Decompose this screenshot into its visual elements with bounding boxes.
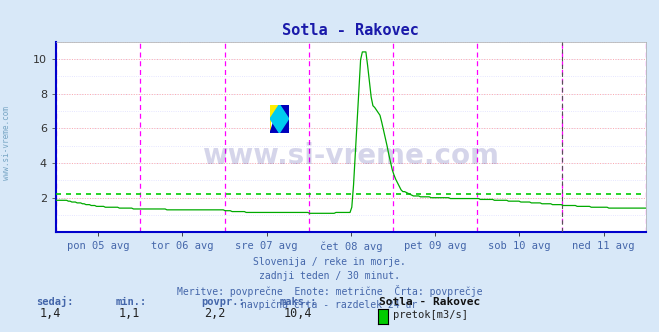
Text: 10,4: 10,4	[283, 307, 312, 320]
Text: 2,2: 2,2	[204, 307, 225, 320]
Text: www.si-vreme.com: www.si-vreme.com	[202, 142, 500, 170]
Text: zadnji teden / 30 minut.: zadnji teden / 30 minut.	[259, 271, 400, 281]
Polygon shape	[270, 105, 289, 133]
Title: Sotla - Rakovec: Sotla - Rakovec	[283, 23, 419, 38]
Text: povpr.:: povpr.:	[201, 297, 244, 307]
Text: min.:: min.:	[115, 297, 146, 307]
Text: Slovenija / reke in morje.: Slovenija / reke in morje.	[253, 257, 406, 267]
Text: www.si-vreme.com: www.si-vreme.com	[2, 106, 11, 180]
Text: 1,4: 1,4	[40, 307, 61, 320]
Text: Meritve: povprečne  Enote: metrične  Črta: povprečje: Meritve: povprečne Enote: metrične Črta:…	[177, 285, 482, 297]
Text: 1,1: 1,1	[119, 307, 140, 320]
Text: sedaj:: sedaj:	[36, 296, 74, 307]
Polygon shape	[270, 105, 289, 133]
Text: pretok[m3/s]: pretok[m3/s]	[393, 310, 469, 320]
Text: Sotla - Rakovec: Sotla - Rakovec	[379, 297, 480, 307]
Text: maks.:: maks.:	[280, 297, 318, 307]
Polygon shape	[270, 105, 279, 133]
Text: navpična črta - razdelek 24 ur: navpična črta - razdelek 24 ur	[241, 299, 418, 310]
